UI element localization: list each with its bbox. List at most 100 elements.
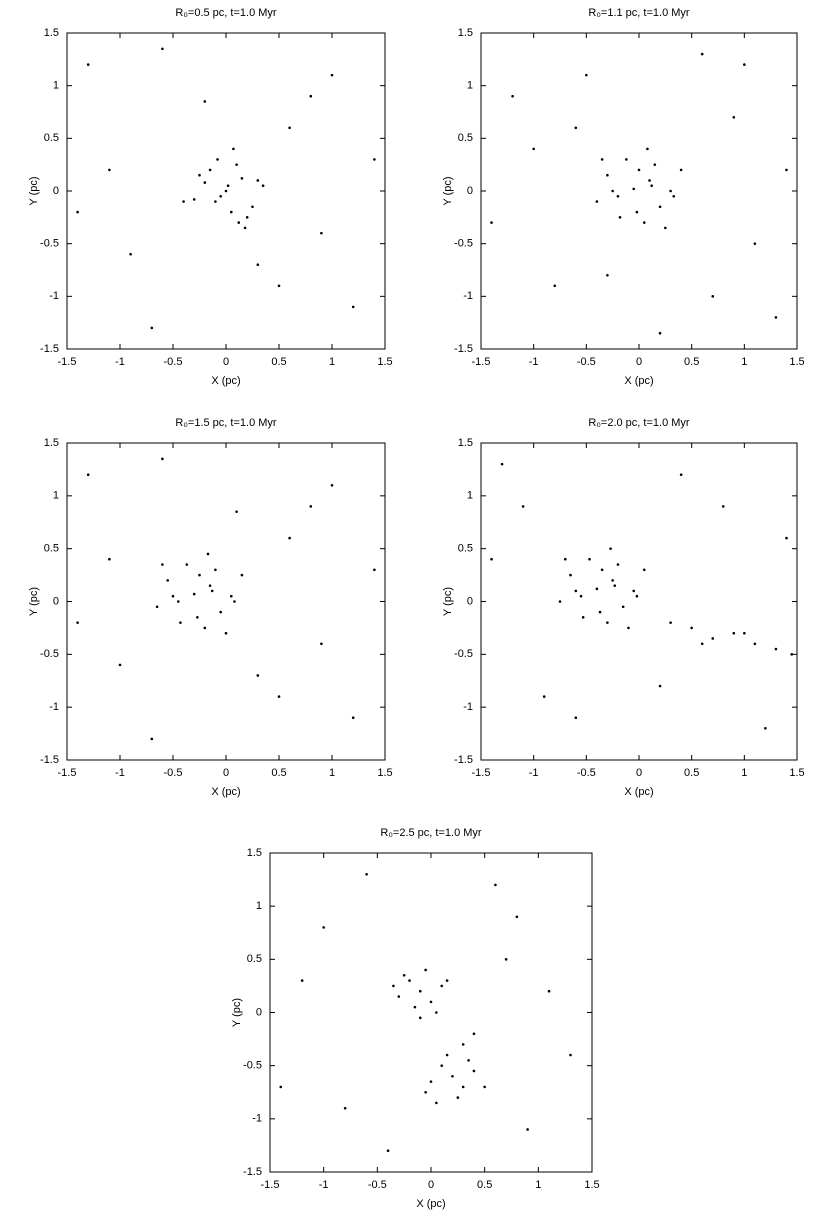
point — [490, 221, 493, 224]
x-axis-label: X (pc) — [211, 375, 240, 387]
y-tick-label: 1 — [256, 900, 262, 912]
point — [161, 457, 164, 461]
point — [240, 573, 244, 577]
point — [288, 536, 291, 540]
point — [192, 198, 196, 201]
point — [373, 158, 376, 161]
chart-title: R₀=0.5 pc, t=1.0 Myr — [175, 7, 277, 19]
point — [343, 1106, 347, 1110]
point — [322, 926, 325, 929]
point — [320, 231, 323, 235]
point — [171, 594, 175, 598]
point — [574, 716, 578, 720]
y-tick-label: 0.5 — [44, 132, 59, 144]
point — [233, 600, 236, 603]
point — [653, 163, 657, 166]
point — [424, 1090, 427, 1094]
point — [743, 631, 746, 635]
point — [553, 284, 557, 288]
x-tick-label: -0.5 — [577, 767, 596, 779]
x-axis-label: X (pc) — [416, 1198, 445, 1210]
point — [672, 194, 676, 198]
point — [256, 674, 260, 677]
point — [440, 1064, 444, 1067]
point — [424, 968, 427, 972]
point — [232, 147, 235, 151]
x-tick-label: -1 — [529, 356, 539, 368]
y-tick-label: -1.5 — [243, 1166, 262, 1178]
point — [669, 621, 672, 624]
point — [230, 210, 233, 214]
point — [243, 226, 247, 230]
point — [483, 1085, 486, 1089]
point — [235, 510, 238, 513]
point — [790, 653, 794, 656]
point — [574, 126, 578, 130]
point — [226, 184, 230, 188]
chart-title: R₀=1.5 pc, t=1.0 Myr — [175, 417, 277, 429]
point — [642, 221, 646, 224]
point — [461, 1043, 465, 1046]
x-tick-label: 0.5 — [477, 1179, 492, 1191]
point — [408, 979, 411, 982]
x-tick-label: 0 — [223, 767, 229, 779]
point — [240, 177, 244, 180]
x-tick-label: 1 — [741, 767, 747, 779]
point — [330, 73, 334, 77]
point — [574, 589, 578, 593]
point — [150, 737, 154, 741]
point — [532, 147, 535, 151]
point — [192, 592, 196, 596]
x-axis-label: X (pc) — [624, 375, 653, 387]
point — [606, 173, 609, 177]
point — [581, 616, 585, 619]
y-tick-label: 0.5 — [458, 132, 473, 144]
point — [669, 189, 672, 193]
point — [277, 695, 281, 698]
point — [711, 637, 715, 640]
point — [208, 168, 212, 172]
point — [208, 584, 212, 587]
chart-title: R₀=2.5 pc, t=1.0 Myr — [380, 827, 482, 839]
y-tick-label: -1 — [49, 701, 59, 713]
point — [598, 610, 602, 614]
point — [456, 1096, 460, 1099]
point — [351, 716, 355, 720]
point — [230, 594, 233, 598]
point — [435, 1011, 438, 1014]
point — [198, 573, 201, 577]
point — [472, 1032, 476, 1036]
x-tick-label: -1.5 — [472, 356, 491, 368]
point — [785, 536, 788, 540]
point — [214, 568, 217, 572]
point — [445, 1053, 449, 1057]
x-tick-label: -0.5 — [577, 356, 596, 368]
point — [606, 621, 609, 624]
point — [261, 184, 265, 188]
y-axis-label: Y (pc) — [442, 587, 454, 616]
point — [494, 883, 497, 887]
point — [679, 168, 683, 172]
point — [320, 642, 323, 646]
point — [632, 187, 636, 191]
y-tick-label: 1 — [467, 490, 473, 502]
plot-frame — [269, 852, 593, 1173]
point — [558, 600, 562, 603]
y-tick-label: 0.5 — [247, 953, 262, 965]
point — [155, 605, 159, 609]
point — [732, 115, 736, 119]
point — [224, 631, 228, 635]
y-tick-label: -0.5 — [40, 238, 59, 250]
point — [467, 1059, 470, 1062]
point — [632, 589, 636, 593]
plot-frame — [480, 442, 798, 761]
point — [219, 194, 222, 198]
point — [743, 63, 746, 66]
point — [700, 642, 704, 646]
y-tick-label: -1.5 — [454, 754, 473, 766]
x-tick-label: 0 — [636, 356, 642, 368]
point — [679, 473, 683, 477]
y-tick-label: -0.5 — [40, 648, 59, 660]
point — [203, 626, 207, 630]
point — [182, 200, 185, 203]
